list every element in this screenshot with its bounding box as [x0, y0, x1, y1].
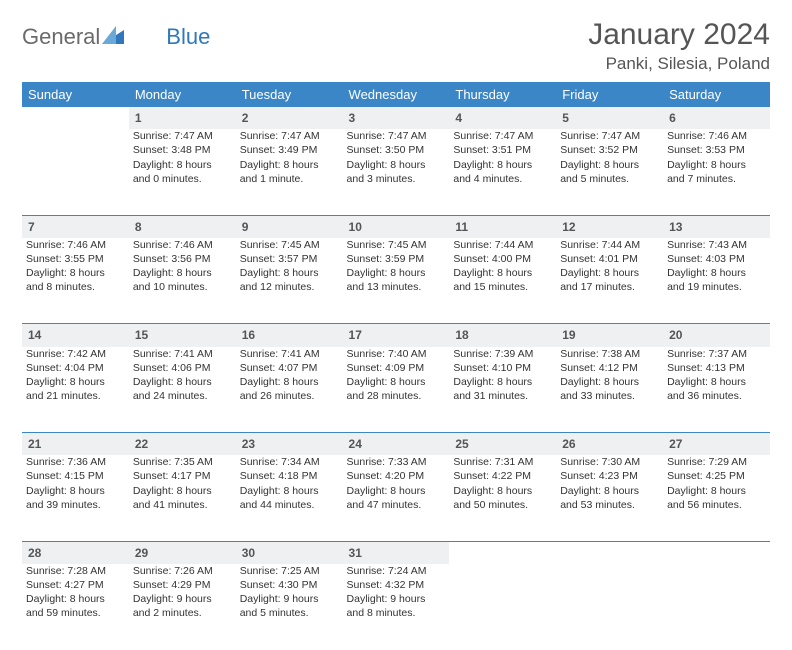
day-number: 22	[129, 433, 236, 456]
day-number: 26	[556, 433, 663, 456]
calendar-table: Sunday Monday Tuesday Wednesday Thursday…	[22, 82, 770, 650]
day-number: 11	[449, 215, 556, 238]
content-row: Sunrise: 7:47 AMSunset: 3:48 PMDaylight:…	[22, 129, 770, 215]
day-number: 2	[236, 107, 343, 129]
day-cell: Sunrise: 7:35 AMSunset: 4:17 PMDaylight:…	[129, 455, 236, 541]
weekday-header: Saturday	[663, 82, 770, 107]
day-cell: Sunrise: 7:45 AMSunset: 3:59 PMDaylight:…	[343, 238, 450, 324]
calendar-body: 1 2 3 4 5 6 Sunrise: 7:47 AMSunset: 3:48…	[22, 107, 770, 650]
content-row: Sunrise: 7:36 AMSunset: 4:15 PMDaylight:…	[22, 455, 770, 541]
day-number: 25	[449, 433, 556, 456]
day-cell: Sunrise: 7:47 AMSunset: 3:49 PMDaylight:…	[236, 129, 343, 215]
day-cell: Sunrise: 7:41 AMSunset: 4:07 PMDaylight:…	[236, 347, 343, 433]
day-number: 28	[22, 541, 129, 564]
day-number: 4	[449, 107, 556, 129]
day-cell: Sunrise: 7:30 AMSunset: 4:23 PMDaylight:…	[556, 455, 663, 541]
weekday-header: Sunday	[22, 82, 129, 107]
day-number: 17	[343, 324, 450, 347]
day-number: 6	[663, 107, 770, 129]
location: Panki, Silesia, Poland	[588, 54, 770, 74]
day-number	[449, 541, 556, 564]
daynum-row: 28 29 30 31	[22, 541, 770, 564]
day-number: 3	[343, 107, 450, 129]
content-row: Sunrise: 7:28 AMSunset: 4:27 PMDaylight:…	[22, 564, 770, 650]
day-cell: Sunrise: 7:44 AMSunset: 4:00 PMDaylight:…	[449, 238, 556, 324]
day-number: 8	[129, 215, 236, 238]
day-cell: Sunrise: 7:34 AMSunset: 4:18 PMDaylight:…	[236, 455, 343, 541]
day-cell: Sunrise: 7:44 AMSunset: 4:01 PMDaylight:…	[556, 238, 663, 324]
day-cell: Sunrise: 7:37 AMSunset: 4:13 PMDaylight:…	[663, 347, 770, 433]
day-number: 9	[236, 215, 343, 238]
day-number	[663, 541, 770, 564]
day-cell	[663, 564, 770, 650]
day-number: 5	[556, 107, 663, 129]
day-cell: Sunrise: 7:42 AMSunset: 4:04 PMDaylight:…	[22, 347, 129, 433]
day-cell: Sunrise: 7:25 AMSunset: 4:30 PMDaylight:…	[236, 564, 343, 650]
day-number: 31	[343, 541, 450, 564]
daynum-row: 21 22 23 24 25 26 27	[22, 433, 770, 456]
day-cell: Sunrise: 7:45 AMSunset: 3:57 PMDaylight:…	[236, 238, 343, 324]
day-number: 12	[556, 215, 663, 238]
day-number: 19	[556, 324, 663, 347]
day-number	[22, 107, 129, 129]
day-cell: Sunrise: 7:47 AMSunset: 3:52 PMDaylight:…	[556, 129, 663, 215]
daynum-row: 14 15 16 17 18 19 20	[22, 324, 770, 347]
weekday-header: Tuesday	[236, 82, 343, 107]
logo-word1: General	[22, 24, 100, 50]
day-cell: Sunrise: 7:24 AMSunset: 4:32 PMDaylight:…	[343, 564, 450, 650]
day-number: 29	[129, 541, 236, 564]
logo-word2: Blue	[166, 24, 210, 50]
daynum-row: 7 8 9 10 11 12 13	[22, 215, 770, 238]
day-cell	[22, 129, 129, 215]
day-number: 27	[663, 433, 770, 456]
weekday-header: Wednesday	[343, 82, 450, 107]
header: General Blue January 2024 Panki, Silesia…	[22, 18, 770, 74]
daynum-row: 1 2 3 4 5 6	[22, 107, 770, 129]
day-number: 23	[236, 433, 343, 456]
day-cell: Sunrise: 7:31 AMSunset: 4:22 PMDaylight:…	[449, 455, 556, 541]
title-block: January 2024 Panki, Silesia, Poland	[588, 18, 770, 74]
day-cell: Sunrise: 7:46 AMSunset: 3:53 PMDaylight:…	[663, 129, 770, 215]
content-row: Sunrise: 7:46 AMSunset: 3:55 PMDaylight:…	[22, 238, 770, 324]
logo-mark-icon	[102, 26, 124, 49]
day-number: 7	[22, 215, 129, 238]
day-number: 13	[663, 215, 770, 238]
day-cell: Sunrise: 7:39 AMSunset: 4:10 PMDaylight:…	[449, 347, 556, 433]
logo: General Blue	[22, 18, 210, 50]
day-cell: Sunrise: 7:28 AMSunset: 4:27 PMDaylight:…	[22, 564, 129, 650]
day-number: 21	[22, 433, 129, 456]
day-number: 30	[236, 541, 343, 564]
day-cell: Sunrise: 7:43 AMSunset: 4:03 PMDaylight:…	[663, 238, 770, 324]
day-number: 1	[129, 107, 236, 129]
weekday-header: Thursday	[449, 82, 556, 107]
day-cell: Sunrise: 7:46 AMSunset: 3:55 PMDaylight:…	[22, 238, 129, 324]
day-cell: Sunrise: 7:47 AMSunset: 3:50 PMDaylight:…	[343, 129, 450, 215]
day-cell: Sunrise: 7:36 AMSunset: 4:15 PMDaylight:…	[22, 455, 129, 541]
day-number	[556, 541, 663, 564]
day-cell: Sunrise: 7:33 AMSunset: 4:20 PMDaylight:…	[343, 455, 450, 541]
day-cell: Sunrise: 7:38 AMSunset: 4:12 PMDaylight:…	[556, 347, 663, 433]
day-number: 24	[343, 433, 450, 456]
day-cell: Sunrise: 7:26 AMSunset: 4:29 PMDaylight:…	[129, 564, 236, 650]
weekday-header-row: Sunday Monday Tuesday Wednesday Thursday…	[22, 82, 770, 107]
day-cell: Sunrise: 7:47 AMSunset: 3:51 PMDaylight:…	[449, 129, 556, 215]
day-number: 18	[449, 324, 556, 347]
weekday-header: Monday	[129, 82, 236, 107]
content-row: Sunrise: 7:42 AMSunset: 4:04 PMDaylight:…	[22, 347, 770, 433]
day-cell: Sunrise: 7:29 AMSunset: 4:25 PMDaylight:…	[663, 455, 770, 541]
day-cell: Sunrise: 7:40 AMSunset: 4:09 PMDaylight:…	[343, 347, 450, 433]
day-cell	[556, 564, 663, 650]
day-cell: Sunrise: 7:41 AMSunset: 4:06 PMDaylight:…	[129, 347, 236, 433]
day-number: 14	[22, 324, 129, 347]
month-title: January 2024	[588, 18, 770, 52]
weekday-header: Friday	[556, 82, 663, 107]
day-cell	[449, 564, 556, 650]
day-number: 20	[663, 324, 770, 347]
day-number: 10	[343, 215, 450, 238]
day-number: 16	[236, 324, 343, 347]
day-cell: Sunrise: 7:47 AMSunset: 3:48 PMDaylight:…	[129, 129, 236, 215]
day-cell: Sunrise: 7:46 AMSunset: 3:56 PMDaylight:…	[129, 238, 236, 324]
day-number: 15	[129, 324, 236, 347]
